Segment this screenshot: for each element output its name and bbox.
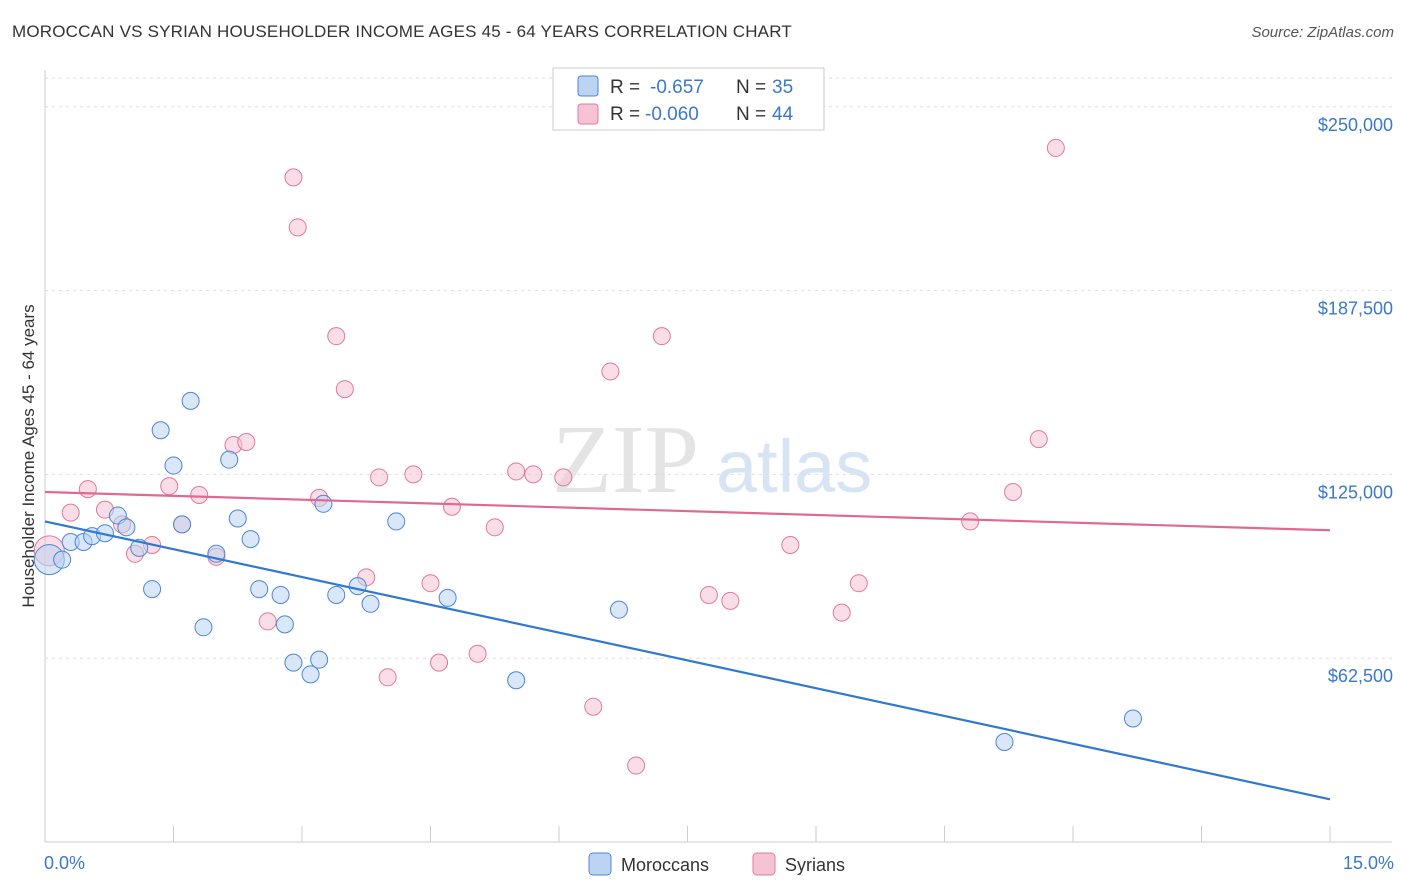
legend-swatch-moroccans	[577, 75, 599, 97]
moroccans-point	[194, 618, 213, 637]
syrians-trend-line	[44, 490, 1331, 532]
syrians-point	[430, 653, 449, 672]
syrians-point	[378, 668, 397, 687]
y-tick-label-2: $187,500	[1318, 299, 1393, 319]
moroccans-point	[250, 580, 269, 599]
syrians-point	[370, 468, 389, 487]
moroccans-point	[164, 456, 183, 475]
moroccans-point	[310, 650, 329, 669]
moroccans-point	[271, 585, 290, 604]
chart-title: MOROCCAN VS SYRIAN HOUSEHOLDER INCOME AG…	[12, 22, 792, 41]
syrians-point	[160, 477, 179, 496]
syrians-point	[485, 518, 504, 537]
moroccans-point	[275, 615, 294, 634]
syrians-point	[288, 218, 307, 237]
y-tick-label-1: $125,000	[1318, 482, 1393, 502]
legend-n-label-moroccans: N =	[736, 77, 766, 98]
syrians-point	[442, 497, 461, 516]
moroccans-point	[1123, 709, 1142, 728]
syrians-points	[33, 138, 1065, 775]
moroccans-point	[507, 671, 526, 690]
x-tick-label-min: 0.0%	[44, 853, 85, 873]
moroccans-point	[284, 653, 303, 672]
moroccans-point	[173, 515, 192, 534]
moroccans-point	[220, 450, 239, 469]
syrians-point	[1046, 138, 1065, 157]
moroccans-point	[314, 494, 333, 513]
syrians-point	[554, 468, 573, 487]
moroccans-trend-line	[44, 520, 1331, 801]
moroccans-point	[995, 733, 1014, 752]
syrians-point	[781, 535, 800, 554]
moroccans-point	[181, 391, 200, 410]
legend-swatch-syrians	[577, 103, 599, 125]
syrians-point	[78, 480, 97, 499]
grid-lines	[45, 77, 1392, 659]
syrians-point	[237, 433, 256, 452]
syrians-point	[468, 644, 487, 663]
syrians-point	[699, 585, 718, 604]
y-tick-label-3: $250,000	[1318, 115, 1393, 135]
syrians-point	[190, 485, 209, 504]
bottom-legend-swatch-syrians	[752, 852, 776, 876]
moroccans-point	[387, 512, 406, 531]
correlation-legend: R = -0.657 N = 35 R = -0.060 N = 44	[552, 67, 825, 131]
syrians-point	[584, 697, 603, 716]
syrians-point	[1029, 430, 1048, 449]
syrians-point	[507, 462, 526, 481]
x-axis-ticks	[44, 826, 1331, 842]
syrians-point	[61, 503, 80, 522]
y-tick-label-0: $62,500	[1328, 666, 1393, 686]
moroccans-point	[301, 665, 320, 684]
bottom-legend-label-moroccans: Moroccans	[621, 855, 709, 875]
syrians-point	[421, 574, 440, 593]
syrians-point	[961, 512, 980, 531]
source-credit: Source: ZipAtlas.com	[1251, 24, 1394, 41]
syrians-point	[258, 612, 277, 631]
syrians-point	[721, 591, 740, 610]
syrians-point	[832, 603, 851, 622]
syrians-point	[327, 327, 346, 346]
legend-r-value-syrians: -0.060	[645, 104, 699, 125]
syrians-point	[404, 465, 423, 484]
syrians-point	[849, 574, 868, 593]
moroccans-point	[143, 580, 162, 599]
legend-n-label-syrians: N =	[736, 104, 766, 125]
moroccans-point	[438, 588, 457, 607]
y-tick-labels: $62,500 $125,000 $187,500 $250,000	[1318, 115, 1393, 686]
legend-r-label-moroccans: R =	[610, 77, 640, 98]
bottom-legend-label-syrians: Syrians	[785, 855, 845, 875]
y-axis-title: Householder Income Ages 45 - 64 years	[19, 304, 38, 607]
syrians-point	[1004, 483, 1023, 502]
moroccans-point	[609, 600, 628, 619]
moroccans-points	[33, 391, 1142, 752]
syrians-point	[627, 756, 646, 775]
legend-n-value-syrians: 44	[772, 104, 794, 125]
moroccans-point	[361, 594, 380, 613]
syrians-point	[524, 465, 543, 484]
syrians-point	[601, 362, 620, 381]
moroccans-point	[53, 550, 72, 569]
syrians-point	[284, 168, 303, 187]
legend-n-value-moroccans: 35	[772, 77, 793, 98]
moroccans-point	[228, 509, 247, 528]
moroccans-point	[117, 518, 136, 537]
moroccans-point	[348, 577, 367, 596]
x-tick-label-max: 15.0%	[1343, 853, 1394, 873]
syrians-point	[335, 380, 354, 399]
syrians-point	[652, 327, 671, 346]
bottom-legend-swatch-moroccans	[588, 852, 612, 876]
watermark-atlas: atlas	[716, 425, 872, 508]
moroccans-point	[241, 530, 260, 549]
moroccans-point	[327, 585, 346, 604]
legend-r-label-syrians: R =	[610, 104, 640, 125]
legend-r-value-moroccans: -0.657	[650, 77, 704, 98]
moroccans-point	[151, 421, 170, 440]
series-legend: Moroccans Syrians	[588, 852, 845, 876]
watermark-zip: ZIP	[552, 406, 699, 514]
